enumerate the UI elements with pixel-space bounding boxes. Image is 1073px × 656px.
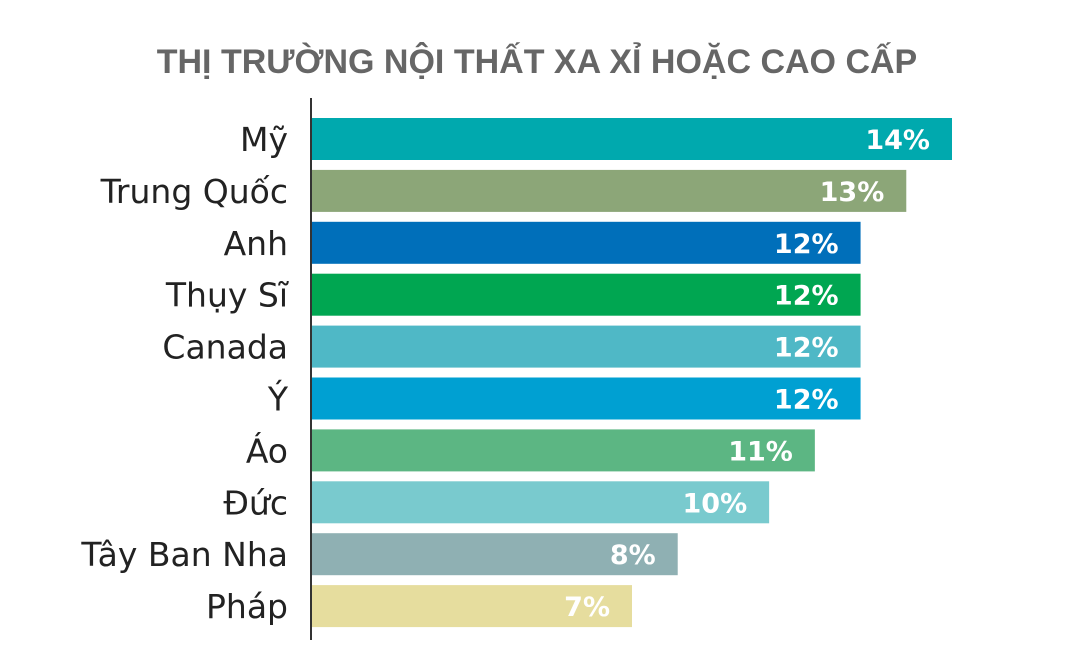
category-label-6: Áo [246, 430, 288, 470]
category-label-3: Thụy Sĩ [165, 276, 289, 315]
bars-group: Mỹ 14% Trung Quốc 13% Anh 12% Thụy Sĩ 12% Canada… [80, 118, 952, 628]
category-label-9: Pháp [206, 587, 288, 626]
bar-7 [312, 481, 770, 524]
value-label-2: 12% [774, 229, 839, 260]
category-label-4: Canada [162, 328, 288, 367]
category-label-2: Anh [224, 224, 288, 263]
value-label-9: 7% [564, 592, 610, 623]
category-label-1: Trung Quốc [100, 172, 288, 211]
bar-4 [312, 325, 861, 368]
bar-8 [312, 533, 678, 576]
bar-5 [312, 377, 861, 420]
value-label-5: 12% [774, 385, 839, 416]
bar-3 [312, 273, 861, 316]
bar-6 [312, 429, 815, 472]
value-label-1: 13% [820, 177, 885, 208]
value-label-3: 12% [774, 281, 839, 312]
value-label-0: 14% [865, 125, 930, 156]
bar-0 [312, 118, 952, 160]
value-label-8: 8% [610, 540, 656, 571]
bar-2 [312, 221, 861, 264]
category-label-0: Mỹ [240, 120, 288, 159]
value-label-4: 12% [774, 333, 839, 364]
bar-1 [312, 169, 907, 212]
category-label-7: Đức [223, 483, 288, 522]
bar-9 [312, 585, 632, 628]
value-label-6: 11% [728, 436, 793, 467]
value-label-7: 10% [683, 488, 748, 519]
category-label-8: Tây Ban Nha [80, 535, 288, 574]
category-label-5: Ý [267, 379, 289, 419]
chart-title: THỊ TRƯỜNG NỘI THẤT XA XỈ HOẶC CAO CẤP [157, 42, 918, 81]
